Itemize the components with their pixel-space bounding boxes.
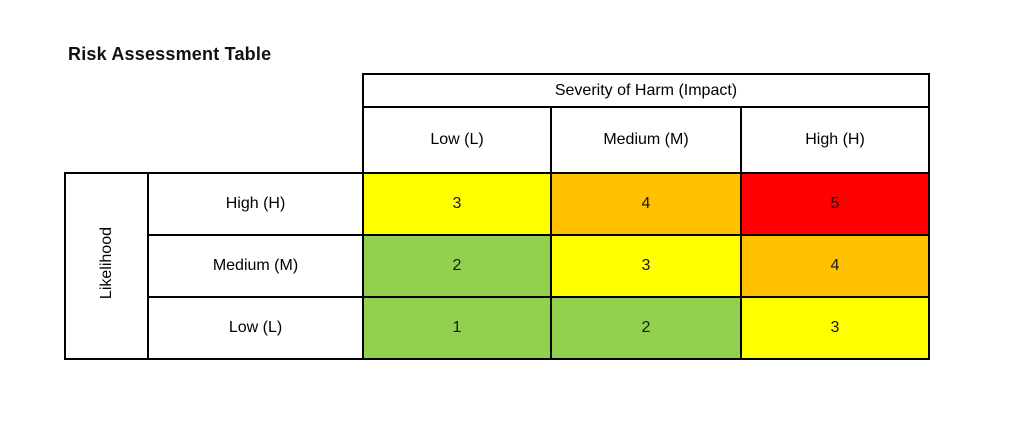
column-header-high: High (H)	[740, 106, 930, 174]
row-label-high: High (H)	[147, 172, 364, 236]
column-header-medium: Medium (M)	[550, 106, 742, 174]
row-group-header-label: Likelihood	[97, 227, 115, 300]
risk-cell-low-low: 1	[362, 296, 552, 360]
row-group-header: Likelihood	[64, 172, 149, 360]
column-group-header: Severity of Harm (Impact)	[362, 73, 930, 108]
risk-cell-high-low: 3	[362, 172, 552, 236]
row-label-low: Low (L)	[147, 296, 364, 360]
risk-cell-medium-medium: 3	[550, 234, 742, 298]
column-header-low: Low (L)	[362, 106, 552, 174]
risk-cell-low-medium: 2	[550, 296, 742, 360]
risk-cell-high-high: 5	[740, 172, 930, 236]
risk-cell-medium-high: 4	[740, 234, 930, 298]
risk-cell-medium-low: 2	[362, 234, 552, 298]
row-label-medium: Medium (M)	[147, 234, 364, 298]
page-title: Risk Assessment Table	[68, 44, 272, 64]
empty-corner	[65, 107, 363, 173]
risk-assessment-table: Severity of Harm (Impact) Low (L) Medium…	[64, 73, 930, 360]
risk-cell-low-high: 3	[740, 296, 930, 360]
empty-corner	[65, 74, 363, 107]
risk-cell-high-medium: 4	[550, 172, 742, 236]
